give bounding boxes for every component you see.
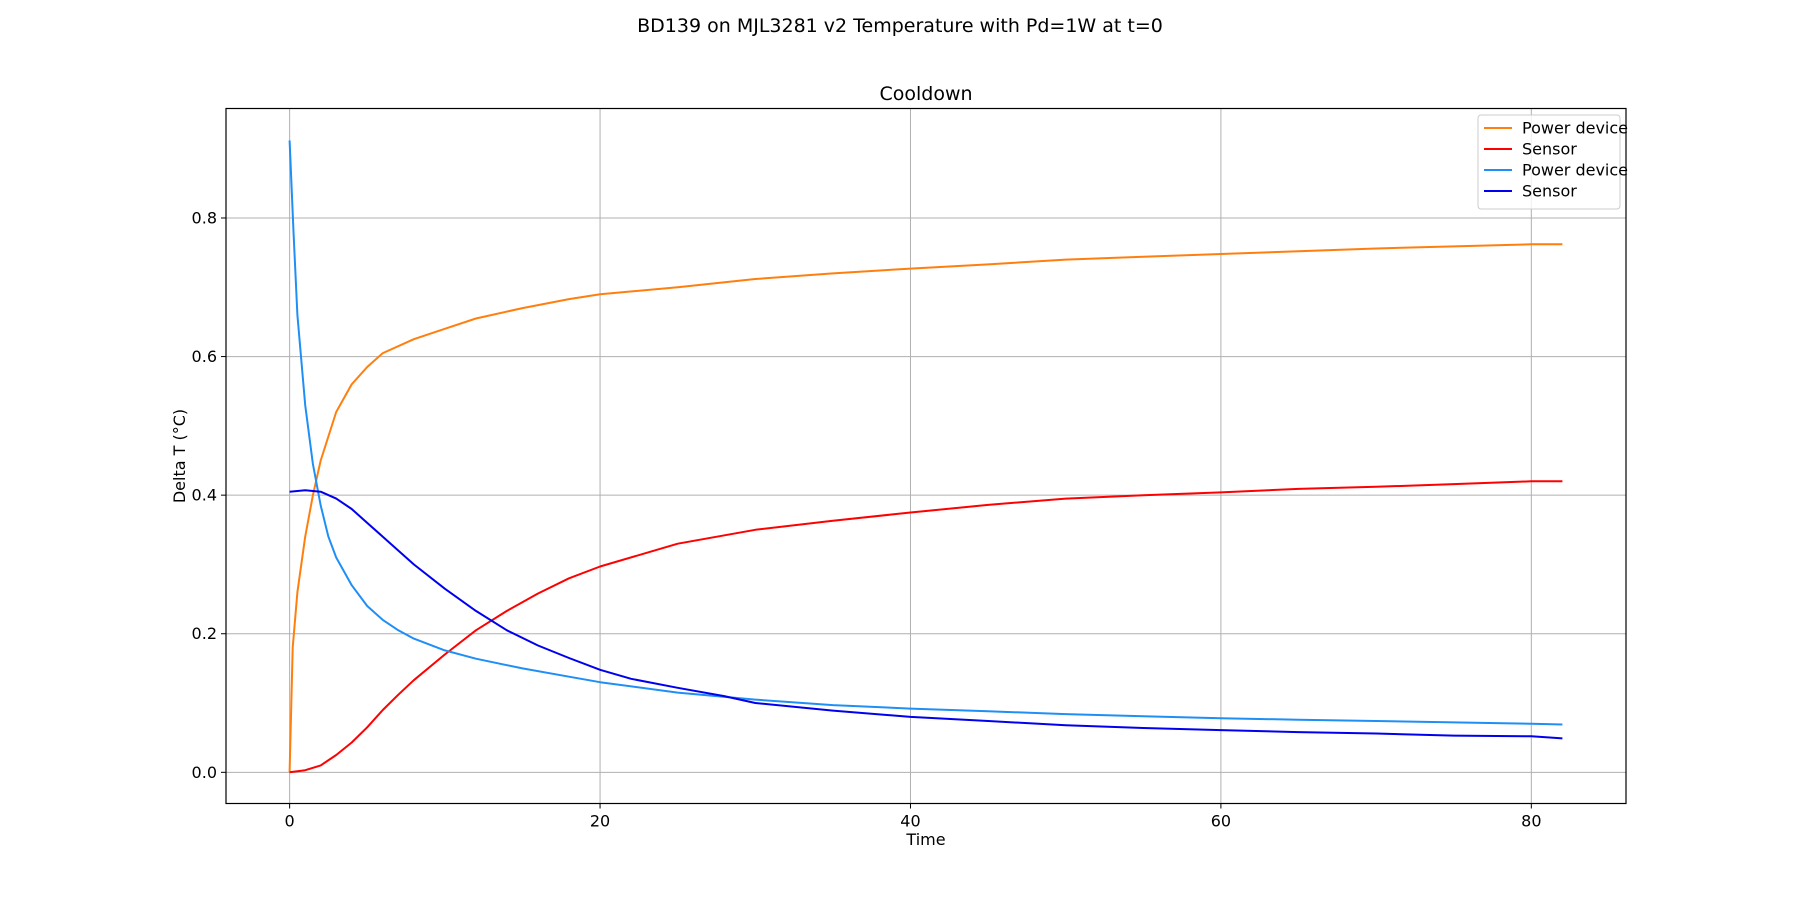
x-axis-label: Time	[905, 830, 945, 849]
chart-title: Cooldown	[879, 83, 972, 105]
gridlines	[226, 108, 1626, 804]
y-tick-label: 0.6	[192, 347, 217, 366]
plot-area-frame	[225, 107, 1627, 805]
y-tick-label: 0.2	[192, 624, 217, 643]
legend: Power device Sensor Power device Sensor	[1477, 114, 1628, 210]
x-tick-label: 60	[1211, 812, 1231, 831]
figure-suptitle: BD139 on MJL3281 v2 Temperature with Pd=…	[637, 15, 1163, 37]
series-line-4	[289, 489, 1563, 740]
series-layer	[288, 140, 1563, 774]
series-line-2	[289, 480, 1563, 774]
legend-label: Sensor	[1522, 182, 1577, 201]
axis-ticks: 0 20 40 60 80 0.0 0.2 0.4 0.6 0.8	[192, 208, 1542, 830]
y-tick-label: 0.4	[192, 486, 217, 505]
legend-label: Power device	[1522, 161, 1628, 180]
x-tick-label: 80	[1521, 812, 1541, 831]
x-tick-label: 20	[590, 812, 610, 831]
x-tick-label: 0	[285, 812, 295, 831]
series-line-1	[288, 243, 1563, 773]
legend-label: Sensor	[1522, 140, 1577, 159]
y-axis-label: Delta T (°C)	[170, 409, 189, 503]
y-tick-label: 0.8	[192, 208, 217, 227]
legend-box	[1477, 114, 1621, 210]
y-tick-label: 0.0	[192, 763, 217, 782]
legend-label: Power device	[1522, 119, 1628, 138]
series-line-3	[288, 140, 1563, 726]
x-tick-label: 40	[900, 812, 920, 831]
